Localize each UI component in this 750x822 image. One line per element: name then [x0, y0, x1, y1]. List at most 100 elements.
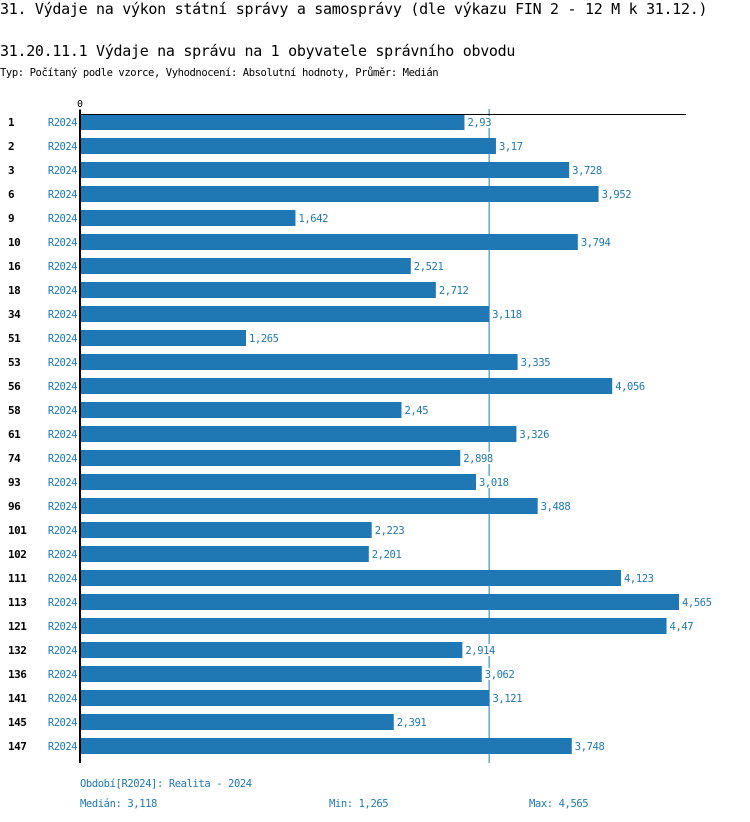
bar-113 — [80, 594, 679, 610]
bar-58 — [80, 402, 402, 418]
bar-56 — [80, 378, 613, 394]
category-label: 58 — [8, 404, 20, 417]
value-label: 2,223 — [375, 525, 405, 537]
category-label: 2 — [8, 140, 14, 153]
value-label-background — [518, 356, 553, 368]
value-label: 3,335 — [521, 357, 551, 369]
value-label-background — [461, 452, 495, 464]
category-label: 74 — [8, 452, 21, 465]
value-label-background — [372, 524, 407, 536]
category-label: 102 — [8, 548, 26, 561]
value-label: 3,326 — [519, 429, 549, 441]
value-label-background — [570, 164, 604, 176]
value-label-background — [599, 188, 634, 200]
value-label: 2,898 — [463, 453, 493, 465]
category-label: 145 — [8, 716, 26, 729]
period-label: R2024 — [48, 213, 77, 225]
category-label: 56 — [8, 380, 21, 393]
bar-3 — [80, 162, 570, 178]
value-label-background — [482, 668, 517, 680]
bar-136 — [80, 666, 482, 682]
page-title: 31. Výdaje na výkon státní správy a samo… — [0, 0, 708, 18]
value-label: 3,748 — [575, 741, 605, 753]
value-label-background — [463, 644, 497, 656]
period-label: R2024 — [48, 501, 77, 513]
category-label: 3 — [8, 164, 14, 177]
period-label: R2024 — [48, 645, 77, 657]
value-label: 4,123 — [624, 573, 654, 585]
category-label: 93 — [8, 476, 20, 489]
period-label: R2024 — [48, 453, 77, 465]
value-label-background — [394, 716, 429, 728]
value-label-background — [667, 620, 695, 632]
category-label: 9 — [8, 212, 14, 225]
bar-102 — [80, 546, 369, 562]
period-label: R2024 — [48, 285, 77, 297]
period-label: R2024 — [48, 717, 77, 729]
bar-141 — [80, 690, 490, 706]
bar-61 — [80, 426, 517, 442]
bar-147 — [80, 738, 572, 754]
bar-9 — [80, 210, 296, 226]
value-label-background — [477, 476, 511, 488]
bars-group — [80, 114, 679, 754]
period-label: R2024 — [48, 669, 77, 681]
category-label: 96 — [8, 500, 21, 513]
period-legend: Období[R2024]: Realita - 2024 — [80, 778, 252, 790]
value-label: 3,728 — [572, 165, 602, 177]
value-label: 3,488 — [541, 501, 571, 513]
bar-51 — [80, 330, 246, 346]
category-label: 113 — [8, 596, 26, 609]
indicator-title: 31.20.11.1 Výdaje na správu na 1 obyvate… — [0, 42, 516, 60]
bar-1 — [80, 114, 465, 130]
bar-10 — [80, 234, 578, 250]
category-label: 101 — [8, 524, 27, 537]
category-label: 6 — [8, 188, 15, 201]
period-label: R2024 — [48, 477, 77, 489]
category-label: 111 — [8, 572, 27, 585]
category-label: 136 — [8, 668, 27, 681]
x-tick-label-0: 0 — [77, 99, 83, 110]
value-label-background — [411, 260, 446, 272]
value-label: 4,565 — [682, 597, 712, 609]
period-label: R2024 — [48, 597, 77, 609]
value-label: 3,118 — [492, 309, 522, 321]
value-label-background — [490, 692, 525, 704]
value-label-background — [680, 596, 714, 608]
category-label: 16 — [8, 260, 21, 273]
period-label: R2024 — [48, 525, 77, 537]
bar-18 — [80, 282, 436, 298]
value-label: 2,93 — [467, 117, 491, 129]
period-label: R2024 — [48, 357, 77, 369]
bar-74 — [80, 450, 461, 466]
category-label: 61 — [8, 428, 21, 441]
period-label: R2024 — [48, 549, 77, 561]
bar-34 — [80, 306, 490, 322]
value-label-background — [622, 572, 656, 584]
min-summary: Min: 1,265 — [329, 798, 389, 810]
value-label-background — [613, 380, 647, 392]
bar-96 — [80, 498, 538, 514]
period-label: R2024 — [48, 429, 77, 441]
period-label: R2024 — [48, 237, 77, 249]
value-label-background — [496, 140, 525, 152]
category-label: 132 — [8, 644, 26, 657]
category-label: 51 — [8, 332, 21, 345]
period-label: R2024 — [48, 309, 77, 321]
bar-93 — [80, 474, 477, 490]
period-label: R2024 — [48, 333, 77, 345]
category-label: 141 — [8, 692, 27, 705]
period-label: R2024 — [48, 741, 77, 753]
bar-101 — [80, 522, 372, 538]
value-label-background — [246, 332, 281, 344]
period-label: R2024 — [48, 165, 77, 177]
bar-111 — [80, 570, 622, 586]
period-label: R2024 — [48, 189, 77, 201]
period-label: R2024 — [48, 693, 77, 705]
value-label: 2,914 — [465, 645, 495, 657]
period-label: R2024 — [48, 261, 77, 273]
bar-132 — [80, 642, 463, 658]
median-summary: Medián: 3,118 — [80, 798, 157, 810]
bar-16 — [80, 258, 411, 274]
